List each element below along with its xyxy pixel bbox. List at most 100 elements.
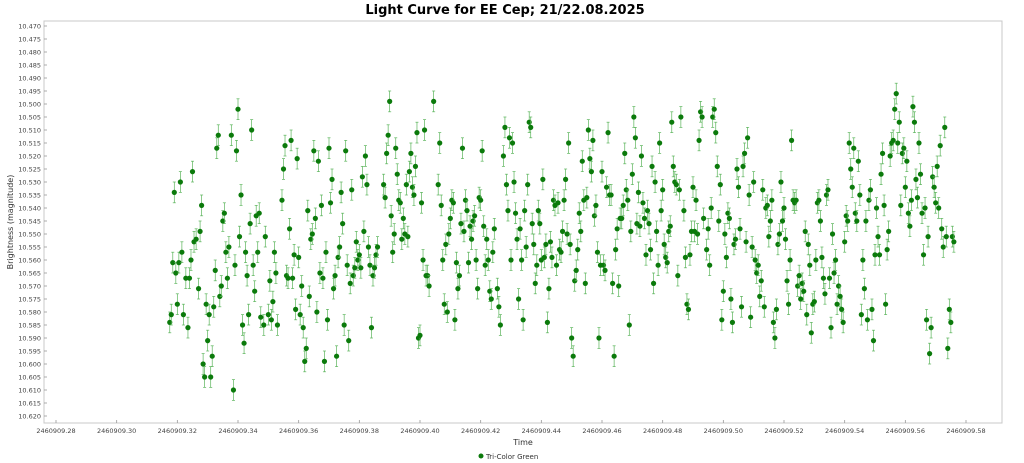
data-point (403, 182, 409, 188)
data-point (769, 197, 775, 203)
data-point (707, 262, 713, 268)
data-point (359, 174, 365, 180)
data-point (784, 278, 790, 284)
data-point (716, 218, 722, 224)
y-tick-label: 10.540 (18, 205, 41, 213)
data-point (337, 244, 343, 250)
data-point (446, 231, 452, 237)
data-series (167, 82, 957, 401)
data-point (250, 262, 256, 268)
y-tick-label: 10.570 (18, 283, 41, 291)
data-point (176, 260, 182, 266)
data-point (632, 135, 638, 141)
data-point (751, 179, 757, 185)
data-point (265, 312, 271, 318)
data-point (519, 257, 525, 263)
data-point (741, 150, 748, 156)
data-point (892, 106, 898, 112)
data-point (546, 286, 552, 292)
data-point (746, 192, 752, 198)
data-point (555, 200, 561, 206)
x-tick-label: 2460909.36 (279, 427, 318, 435)
data-point (330, 286, 337, 292)
data-point (870, 338, 877, 344)
data-point (851, 145, 857, 151)
data-point (418, 200, 425, 206)
legend: Tri-Color Green (478, 453, 538, 461)
data-point (408, 150, 414, 156)
data-point (605, 130, 611, 136)
x-tick-label: 2460909.40 (400, 427, 439, 435)
data-point (406, 169, 412, 175)
data-point (829, 231, 836, 237)
data-point (535, 208, 541, 214)
data-point (438, 202, 444, 208)
data-point (752, 257, 758, 263)
data-point (206, 312, 212, 318)
data-point (622, 150, 628, 156)
data-point (215, 132, 221, 138)
data-point (368, 325, 375, 331)
data-point (576, 210, 582, 216)
data-point (714, 163, 720, 169)
data-point (252, 288, 258, 294)
data-point (309, 231, 315, 237)
data-point (290, 275, 296, 281)
data-point (816, 197, 822, 203)
data-point (211, 304, 217, 310)
data-point (496, 304, 502, 310)
data-point (459, 145, 466, 151)
data-point (628, 228, 634, 234)
data-point (300, 325, 306, 331)
data-point (904, 158, 910, 164)
y-axis-label: Brightness (magnitude) (6, 175, 15, 270)
data-point (242, 249, 249, 255)
data-point (802, 228, 808, 234)
x-tick-label: 2460909.28 (36, 427, 75, 435)
data-point (779, 218, 786, 224)
data-point (599, 169, 605, 175)
x-tick-label: 2460909.38 (340, 427, 379, 435)
data-point (905, 210, 911, 216)
data-point (356, 252, 362, 258)
x-tick-label: 2460909.32 (158, 427, 197, 435)
data-point (948, 319, 954, 325)
y-tick-label: 10.535 (18, 192, 41, 200)
data-point (484, 236, 490, 242)
data-point (185, 325, 191, 331)
data-point (778, 179, 784, 185)
data-point (611, 353, 617, 359)
data-point (491, 226, 497, 232)
data-point (205, 338, 211, 344)
data-point (757, 293, 763, 299)
data-point (819, 254, 825, 260)
data-point (200, 361, 206, 367)
legend-marker (478, 453, 484, 459)
data-point (303, 345, 309, 351)
y-tick-label: 10.470 (18, 23, 41, 31)
data-point (635, 189, 642, 195)
data-point (494, 286, 500, 292)
x-tick-label: 2460909.42 (461, 427, 500, 435)
data-point (837, 293, 843, 299)
data-point (883, 301, 889, 307)
data-point (273, 270, 279, 276)
data-point (781, 205, 787, 211)
data-point (232, 262, 238, 268)
data-point (388, 213, 394, 219)
data-point (475, 286, 481, 292)
data-point (805, 241, 811, 247)
data-point (558, 249, 564, 255)
data-point (261, 322, 267, 328)
data-point (928, 325, 934, 331)
data-point (490, 249, 496, 255)
data-point (631, 114, 637, 120)
x-tick-label: 2460909.48 (643, 427, 682, 435)
data-point (472, 213, 478, 219)
data-point (655, 262, 661, 268)
data-point (515, 296, 522, 302)
data-point (461, 228, 467, 234)
data-point (246, 312, 252, 318)
data-point (820, 275, 827, 281)
data-point (559, 228, 566, 234)
